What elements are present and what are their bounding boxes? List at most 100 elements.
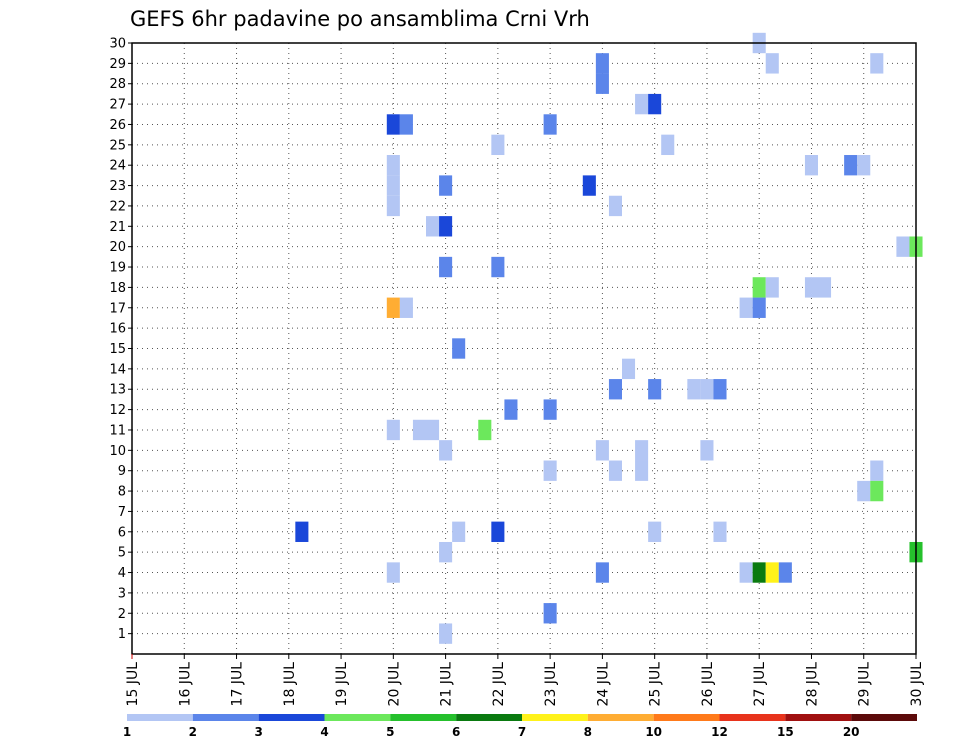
y-tick-label: 2 <box>118 607 126 622</box>
colorbar-swatch <box>192 714 259 721</box>
precip-cell <box>595 440 609 461</box>
precip-cell <box>386 297 400 318</box>
precip-cell <box>700 379 714 400</box>
colorbar-tick-label: 2 <box>189 725 197 739</box>
y-tick-label: 30 <box>109 37 126 52</box>
y-tick-label: 4 <box>118 566 126 581</box>
precip-cell <box>439 440 453 461</box>
x-tick-label: 19 JUL <box>334 662 350 707</box>
y-tick-label: 22 <box>109 199 126 214</box>
y-tick-label: 9 <box>118 464 126 479</box>
x-tick-label: 20 JUL <box>386 662 402 707</box>
x-tick-label: 26 JUL <box>700 662 716 707</box>
y-tick-label: 23 <box>109 179 126 194</box>
precip-cell <box>818 277 832 298</box>
precip-cell <box>595 562 609 583</box>
y-tick-label: 20 <box>109 240 126 255</box>
precip-cell <box>452 338 466 359</box>
precip-cell <box>386 155 400 176</box>
colorbar-swatch <box>258 714 325 721</box>
precip-cell <box>386 562 400 583</box>
precip-cells <box>295 32 923 644</box>
colorbar-tick-label: 10 <box>645 725 662 739</box>
precip-cell <box>439 216 453 237</box>
x-tick-label: 16 JUL <box>177 662 193 707</box>
y-tick-label: 18 <box>109 281 126 296</box>
y-tick-label: 27 <box>109 98 126 113</box>
x-tick-label: 22 JUL <box>491 662 507 707</box>
precip-cell <box>896 236 910 257</box>
x-tick-label: 21 JUL <box>439 662 455 707</box>
precip-cell <box>543 114 557 135</box>
precip-cell <box>752 562 766 583</box>
y-tick-label: 15 <box>109 342 126 357</box>
x-tick-label: 18 JUL <box>282 662 298 707</box>
precip-cell <box>491 256 505 278</box>
colorbar-tick-label: 6 <box>452 725 460 739</box>
chart-title: GEFS 6hr padavine po ansamblima Crni Vrh <box>130 7 590 31</box>
precip-cell <box>595 53 609 74</box>
precip-cell <box>491 134 505 156</box>
colorbar-swatch <box>719 714 786 721</box>
precip-cell <box>739 297 753 318</box>
colorbar-tick-label: 20 <box>843 725 860 739</box>
precip-cell <box>386 175 400 196</box>
x-axis: 15 JUL 16 JUL 17 JUL 18 JUL 19 JUL 20 JUL 21 J… <box>125 654 925 706</box>
colorbar-swatch <box>587 714 654 721</box>
precip-cell <box>426 216 440 237</box>
y-tick-label: 26 <box>109 118 126 133</box>
colorbar-tick-label: 1 <box>123 725 131 739</box>
colorbar-swatch <box>522 714 588 721</box>
precip-cell <box>622 358 636 380</box>
precip-cell <box>804 277 818 298</box>
precip-cell <box>295 521 309 542</box>
precip-cell <box>765 277 779 298</box>
precip-cell <box>399 114 413 135</box>
precip-cell <box>412 419 426 441</box>
y-tick-label: 11 <box>109 423 126 438</box>
precip-cell <box>739 562 753 583</box>
y-tick-label: 7 <box>118 505 126 520</box>
colorbar: 1 2 3 4 5 6 7 8 10 12 15 20 <box>123 714 917 739</box>
y-tick-label: 24 <box>109 159 126 174</box>
colorbar-swatch <box>653 714 720 721</box>
precip-cell <box>778 562 792 583</box>
precip-cell <box>386 195 400 217</box>
precip-cell <box>713 379 727 400</box>
x-tick-label: 24 JUL <box>595 662 611 707</box>
precip-cell <box>844 155 858 176</box>
precip-cell <box>648 93 662 115</box>
precip-cell <box>543 399 557 420</box>
precip-cell <box>491 521 505 542</box>
y-tick-label: 5 <box>118 546 126 561</box>
y-tick-label: 13 <box>109 383 126 398</box>
y-tick-label: 16 <box>109 322 126 337</box>
y-tick-label: 3 <box>118 586 126 601</box>
precip-cell <box>452 521 466 542</box>
precip-cell <box>635 93 649 115</box>
precip-cell <box>857 155 871 176</box>
colorbar-swatch <box>456 714 522 721</box>
precip-cell <box>648 521 662 542</box>
precip-cell <box>804 155 818 176</box>
x-tick-label: 27 JUL <box>752 662 768 707</box>
x-tick-label: 29 JUL <box>857 662 873 707</box>
y-tick-label: 21 <box>109 220 126 235</box>
y-tick-label: 28 <box>109 77 126 92</box>
precip-cell <box>687 379 701 400</box>
colorbar-tick-label: 8 <box>584 725 592 739</box>
y-tick-label: 29 <box>109 57 126 72</box>
precip-cell <box>608 379 622 400</box>
x-tick-label: 17 JUL <box>230 662 246 707</box>
precip-cell <box>439 175 453 196</box>
precip-cell <box>635 460 649 481</box>
colorbar-swatch <box>127 714 193 721</box>
precip-cell <box>426 419 440 441</box>
precip-cell <box>543 603 557 624</box>
precip-cell <box>386 114 400 135</box>
precip-cell <box>765 53 779 74</box>
precip-cell <box>608 460 622 481</box>
precip-cell <box>648 379 662 400</box>
x-tick-label: 15 JUL <box>125 662 141 707</box>
x-tick-label: 28 JUL <box>804 662 820 707</box>
